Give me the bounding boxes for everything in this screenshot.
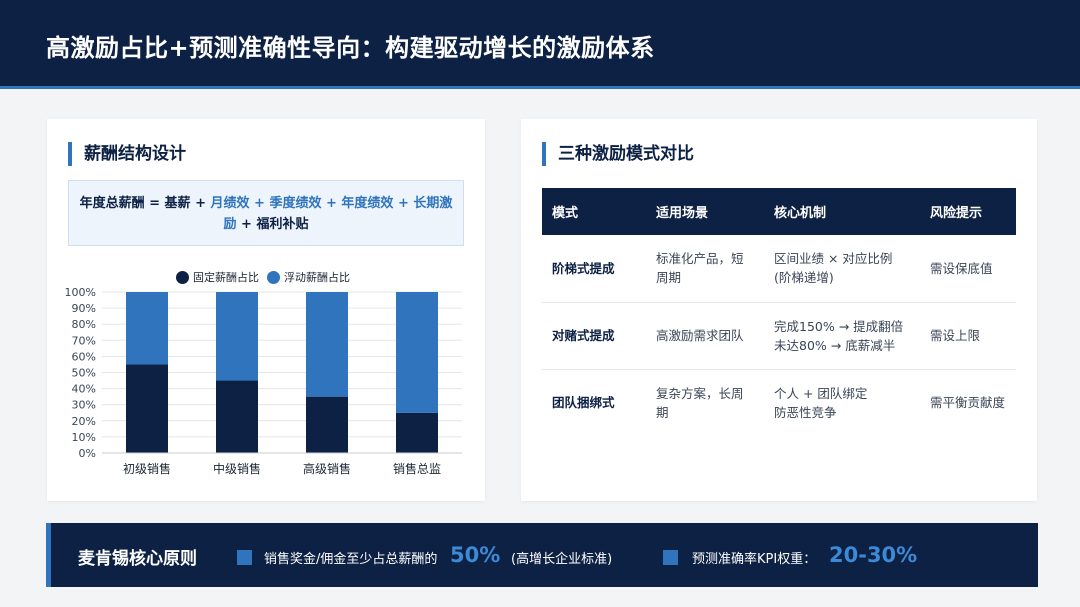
header-bar: 高激励占比+预测准确性导向：构建驱动增长的激励体系 <box>0 0 1080 89</box>
incentive-comparison-title: 三种激励模式对比 <box>542 142 694 166</box>
page-title: 高激励占比+预测准确性导向：构建驱动增长的激励体系 <box>46 34 655 62</box>
x-tick-label: 销售总监 <box>393 461 441 476</box>
mechanism-line: 个人 + 团队绑定 <box>774 385 868 401</box>
principles-footer: 麦肯锡核心原则 销售奖金/佣金至少占总薪酬的 50% (高增长企业标准) 预测准… <box>46 523 1038 587</box>
principle-2-value: 20-30% <box>829 543 918 567</box>
y-tick-label: 40% <box>72 383 96 396</box>
salary-formula: 年度总薪酬 = 基薪 + 月绩效 + 季度绩效 + 年度绩效 + 长期激励 + … <box>68 180 464 246</box>
principle-1-value: 50% <box>450 543 501 567</box>
legend-item-fixed: 固定薪酬占比 <box>176 269 259 285</box>
bar-segment <box>216 380 258 453</box>
col-header-scene: 适用场景 <box>646 188 764 235</box>
cell-scene: 复杂方案，长周期 <box>656 385 744 420</box>
x-tick-label: 高级销售 <box>303 461 351 476</box>
table-row: 团队捆绑式 复杂方案，长周期 个人 + 团队绑定 防恶性竞争 需平衡贡献度 <box>542 369 1016 436</box>
y-tick-label: 10% <box>72 431 96 444</box>
formula-longterm: 长期激励 <box>223 196 453 232</box>
principle-2-text: 预测准确率KPI权重： <box>692 552 817 567</box>
y-tick-label: 90% <box>72 302 96 315</box>
col-header-mode: 模式 <box>542 188 646 235</box>
principles-title: 麦肯锡核心原则 <box>78 549 197 569</box>
principle-1-note: (高增长企业标准) <box>511 552 613 567</box>
cell-mode: 团队捆绑式 <box>552 395 615 411</box>
chart-legend: 固定薪酬占比 浮动薪酬占比 <box>176 269 358 285</box>
mechanism-line: 未达80% → 底薪减半 <box>774 337 896 353</box>
cell-mode: 阶梯式提成 <box>542 235 646 303</box>
legend-label-fixed: 固定薪酬占比 <box>193 271 259 284</box>
incentive-comparison-table: 模式 适用场景 核心机制 风险提示 阶梯式提成 标准化产品，短周期 区间业绩 ×… <box>542 188 1016 436</box>
y-tick-label: 0% <box>79 447 96 460</box>
formula-monthly: 月绩效 <box>210 196 250 211</box>
principle-1-text: 销售奖金/佣金至少占总薪酬的 <box>264 552 438 567</box>
cell-risk: 需设上限 <box>920 302 1016 370</box>
y-tick-label: 50% <box>72 367 96 380</box>
y-tick-label: 30% <box>72 399 96 412</box>
cell-mechanism: 个人 + 团队绑定 防恶性竞争 <box>764 369 920 436</box>
x-tick-label: 初级销售 <box>123 461 171 476</box>
cell-mode: 对赌式提成 <box>542 302 646 370</box>
mechanism-line: 区间业绩 × 对应比例 <box>774 251 893 267</box>
legend-swatch-fixed <box>176 270 189 284</box>
formula-sep1: + <box>249 196 270 211</box>
bar-segment <box>306 396 348 453</box>
cell-scene: 高激励需求团队 <box>646 302 764 370</box>
formula-sep2: + <box>321 196 342 211</box>
y-tick-label: 60% <box>72 350 96 363</box>
bar-segment <box>306 292 348 397</box>
formula-annual: 年度绩效 <box>341 196 394 211</box>
bar-segment <box>126 364 168 453</box>
y-tick-label: 100% <box>65 286 96 299</box>
cell-risk: 需平衡贡献度 <box>930 395 1006 411</box>
x-tick-label: 中级销售 <box>213 461 261 476</box>
mechanism-line: 完成150% → 提成翻倍 <box>774 318 904 334</box>
cell-risk: 需设保底值 <box>920 235 1016 303</box>
y-tick-label: 70% <box>72 334 96 347</box>
col-header-risk: 风险提示 <box>920 188 1016 235</box>
legend-swatch-variable <box>267 270 280 284</box>
formula-sep3: + <box>393 196 414 211</box>
bar-segment <box>216 292 258 381</box>
formula-suffix: + 福利补贴 <box>236 217 309 232</box>
bar-segment <box>396 412 438 453</box>
y-tick-label: 80% <box>72 318 96 331</box>
formula-prefix: 年度总薪酬 = 基薪 + <box>79 196 211 211</box>
cell-mechanism: 区间业绩 × 对应比例 (阶梯递增) <box>764 235 920 303</box>
bullet-square-icon <box>663 550 678 565</box>
mechanism-line: (阶梯递增) <box>774 270 834 286</box>
formula-quarterly: 季度绩效 <box>269 196 322 211</box>
cell-mechanism: 完成150% → 提成翻倍 未达80% → 底薪减半 <box>764 302 920 370</box>
stacked-bar-chart: 0% 10% 20% 30% 40% 50% 60% 70% 80% 90% 100% 初级销售 中级销… <box>65 286 462 476</box>
salary-structure-card: 薪酬结构设计 年度总薪酬 = 基薪 + 月绩效 + 季度绩效 + 年度绩效 + … <box>47 119 485 501</box>
mechanism-line: 防恶性竞争 <box>774 404 837 420</box>
cell-scene: 标准化产品，短周期 <box>646 235 764 303</box>
legend-label-variable: 浮动薪酬占比 <box>284 271 350 284</box>
bar-segment <box>126 292 168 365</box>
bullet-square-icon <box>237 550 252 565</box>
legend-item-variable: 浮动薪酬占比 <box>267 269 350 285</box>
table-header-row: 模式 适用场景 核心机制 风险提示 <box>542 188 1016 235</box>
col-header-mechanism: 核心机制 <box>764 188 920 235</box>
bar-segment <box>396 292 438 413</box>
table-row: 阶梯式提成 标准化产品，短周期 区间业绩 × 对应比例 (阶梯递增) 需设保底值 <box>542 235 1016 303</box>
table-row: 对赌式提成 高激励需求团队 完成150% → 提成翻倍 未达80% → 底薪减半 … <box>542 302 1016 370</box>
salary-structure-title: 薪酬结构设计 <box>68 142 186 166</box>
y-tick-label: 20% <box>72 415 96 428</box>
incentive-comparison-card: 三种激励模式对比 模式 适用场景 核心机制 风险提示 阶梯式提成 标准化产品，短… <box>521 119 1037 501</box>
